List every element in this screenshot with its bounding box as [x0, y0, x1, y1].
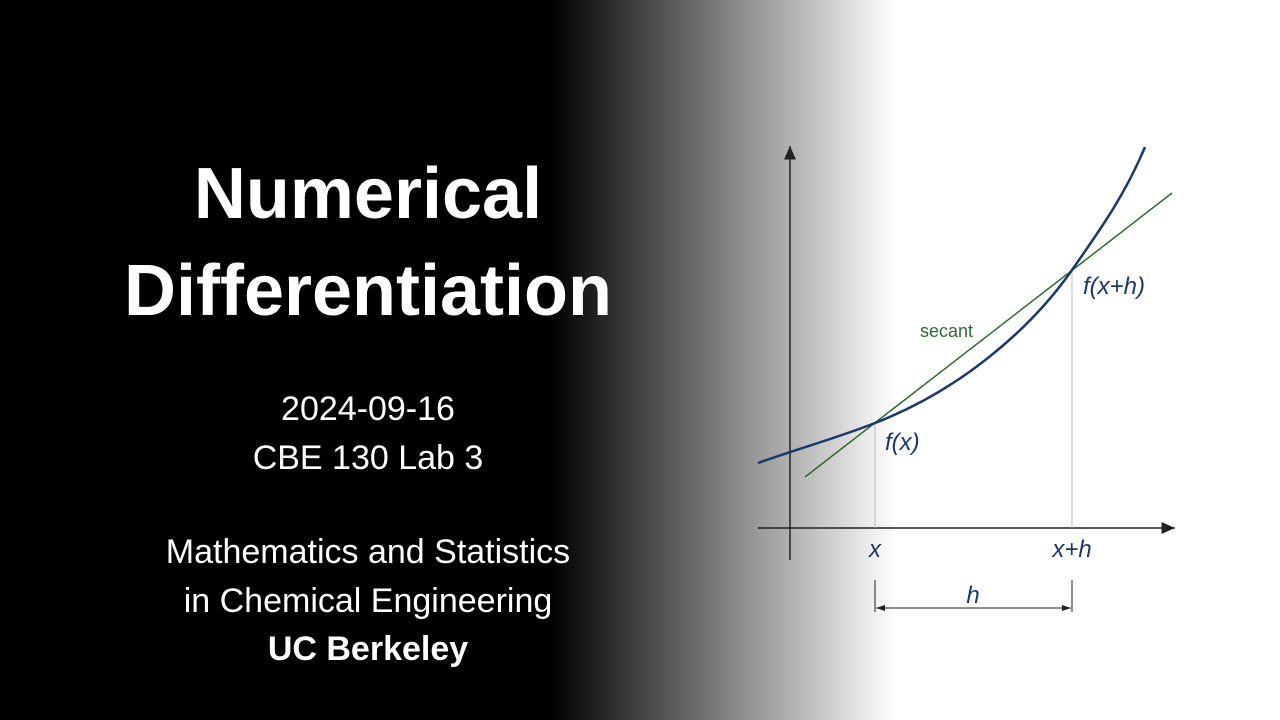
step-label: h: [966, 582, 979, 609]
title-line: Differentiation: [124, 251, 612, 331]
description-line: in Chemical Engineering: [184, 582, 553, 620]
institution: UC Berkeley: [268, 630, 468, 668]
point-label: f(x): [885, 429, 920, 456]
secant-label: secant: [920, 321, 973, 341]
date: 2024-09-16: [281, 390, 455, 428]
course: CBE 130 Lab 3: [253, 439, 484, 477]
x-label: x+h: [1051, 536, 1091, 563]
point-label: f(x+h): [1083, 273, 1145, 300]
x-label: x: [868, 536, 882, 563]
title-line: Numerical: [194, 154, 542, 234]
function-curve: [757, 146, 1147, 465]
description-line: Mathematics and Statistics: [166, 533, 570, 571]
diagram: secant f(x) f(x+h) x x+h h: [757, 146, 1175, 612]
secant-line: [804, 192, 1173, 478]
